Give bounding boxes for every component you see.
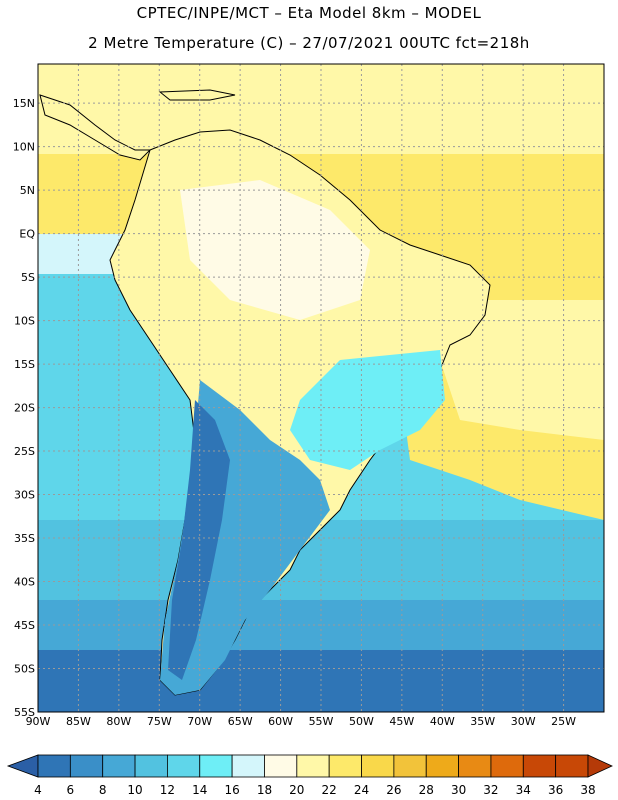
lon-label: 80W bbox=[106, 715, 131, 728]
andes-coldest-ridge bbox=[168, 400, 230, 680]
colorbar-arrow-high bbox=[587, 754, 613, 778]
lon-label: 35W bbox=[470, 715, 495, 728]
colorbar-tick-label: 36 bbox=[548, 783, 563, 797]
colorbar-tick-label: 8 bbox=[99, 783, 107, 797]
colorbar-box bbox=[555, 754, 589, 778]
colorbar-box bbox=[199, 754, 233, 778]
colorbar-box bbox=[134, 754, 168, 778]
colorbar-tick-label: 18 bbox=[257, 783, 272, 797]
colorbar-tick-label: 32 bbox=[483, 783, 498, 797]
southeast-cool-zone bbox=[290, 350, 445, 470]
colorbar-tick-label: 16 bbox=[224, 783, 239, 797]
lat-label: 5N bbox=[20, 184, 35, 197]
colorbar-tick-label: 28 bbox=[419, 783, 434, 797]
colorbar-tick-label: 10 bbox=[127, 783, 142, 797]
colorbar: 4 6 8 10 12 14 16 18 20 22 24 26 28 30 32 34 36 38 bbox=[6, 754, 613, 797]
colorbar-box bbox=[37, 754, 71, 778]
colorbar-box bbox=[393, 754, 427, 778]
lon-label: 85W bbox=[66, 715, 91, 728]
lon-label: 60W bbox=[268, 715, 293, 728]
colorbar-box bbox=[328, 754, 362, 778]
lat-label: 40S bbox=[14, 576, 35, 589]
colorbar-box bbox=[264, 754, 298, 778]
lon-label: 55W bbox=[309, 715, 334, 728]
colorbar-tick-label: 20 bbox=[289, 783, 304, 797]
colorbar-tick-label: 38 bbox=[580, 783, 595, 797]
colorbar-tick-label: 34 bbox=[516, 783, 531, 797]
lat-label: 45S bbox=[14, 619, 35, 632]
lon-label: 50W bbox=[349, 715, 374, 728]
amazon-warm-zone bbox=[180, 180, 370, 320]
lat-label: 50S bbox=[14, 663, 35, 676]
colorbar-box bbox=[425, 754, 459, 778]
lat-label: 15N bbox=[13, 97, 35, 110]
colorbar-box bbox=[490, 754, 524, 778]
lat-label: 20S bbox=[14, 402, 35, 415]
map-subtitle: 2 Metre Temperature (C) – 27/07/2021 00U… bbox=[88, 34, 530, 52]
colorbar-box bbox=[231, 754, 265, 778]
map-title: CPTEC/INPE/MCT – Eta Model 8km – MODEL bbox=[136, 4, 482, 22]
colorbar-box bbox=[458, 754, 492, 778]
lat-label: 55S bbox=[14, 706, 35, 719]
lon-label: 30W bbox=[511, 715, 536, 728]
colorbar-tick-label: 12 bbox=[160, 783, 175, 797]
colorbar-tick-label: 4 bbox=[34, 783, 42, 797]
colorbar-tick-label: 24 bbox=[354, 783, 369, 797]
colorbar-box bbox=[69, 754, 104, 778]
central-america-land bbox=[39, 94, 152, 161]
colorbar-box bbox=[522, 754, 557, 778]
lon-label: 65W bbox=[228, 715, 253, 728]
colorbar-box bbox=[296, 754, 330, 778]
lon-label: 70W bbox=[187, 715, 212, 728]
lat-label: 15S bbox=[14, 358, 35, 371]
colorbar-arrow-low bbox=[6, 754, 39, 778]
colorbar-box bbox=[361, 754, 395, 778]
colorbar-tick-label: 22 bbox=[322, 783, 337, 797]
lat-label: 10S bbox=[14, 315, 35, 328]
lat-label: 35S bbox=[14, 532, 35, 545]
colorbar-tick-label: 14 bbox=[192, 783, 207, 797]
lat-label: 30S bbox=[14, 489, 35, 502]
lon-label: 40W bbox=[430, 715, 455, 728]
lat-label: 10N bbox=[13, 141, 35, 154]
lat-label: 25S bbox=[14, 445, 35, 458]
lat-label: EQ bbox=[19, 228, 35, 241]
caribbean-islands bbox=[158, 89, 236, 101]
lon-label: 75W bbox=[147, 715, 172, 728]
colorbar-tick-label: 6 bbox=[67, 783, 75, 797]
colorbar-tick-label: 26 bbox=[386, 783, 401, 797]
map-frame bbox=[37, 63, 605, 713]
lon-label: 45W bbox=[389, 715, 414, 728]
colorbar-tick-label: 30 bbox=[451, 783, 466, 797]
lon-label: 90W bbox=[26, 715, 51, 728]
lon-label: 25W bbox=[551, 715, 576, 728]
lat-label: 5S bbox=[21, 271, 35, 284]
colorbar-box bbox=[167, 754, 201, 778]
colorbar-box bbox=[102, 754, 136, 778]
